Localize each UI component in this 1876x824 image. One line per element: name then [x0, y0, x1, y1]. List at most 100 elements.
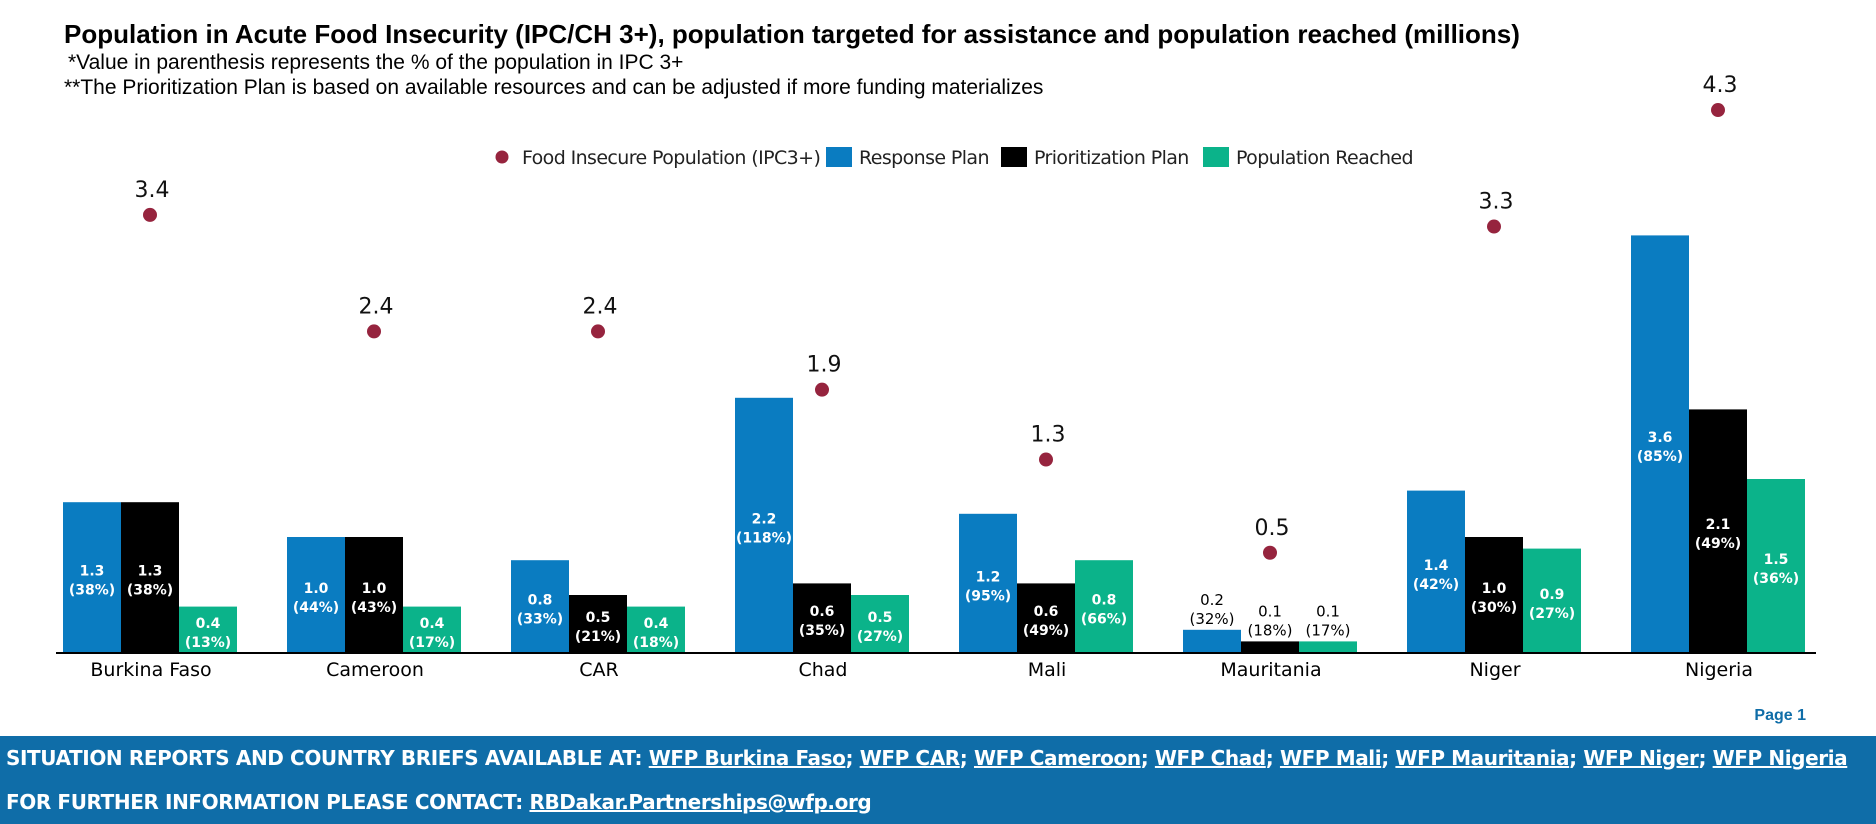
- bar-prioritization-plan: [121, 502, 179, 653]
- bar-response-plan: [287, 537, 345, 653]
- bar-value-label: 0.4: [644, 616, 669, 632]
- bar-value-label: 0.1: [1258, 602, 1282, 620]
- x-tick-label: Chad: [798, 659, 847, 681]
- bar-population-reached: [1075, 560, 1133, 653]
- x-tick-label: Nigeria: [1685, 659, 1753, 681]
- chart-note-prioritization: **The Prioritization Plan is based on av…: [64, 76, 1044, 99]
- bar-percent-label: (49%): [1023, 623, 1069, 639]
- bar-value-label: 1.0: [304, 581, 329, 597]
- bar-percent-label: (85%): [1637, 449, 1683, 465]
- link-separator: ;: [1698, 746, 1707, 770]
- food-insecure-marker: [1039, 452, 1053, 467]
- bar-value-label: 1.3: [138, 564, 163, 580]
- bar-percent-label: (17%): [1305, 621, 1350, 639]
- bar-percent-label: (18%): [1247, 621, 1292, 639]
- bar-population-reached: [851, 595, 909, 653]
- food-insecure-value-label: 3.4: [135, 178, 170, 203]
- bar-value-label: 0.8: [1092, 593, 1117, 609]
- footer-banner: SITUATION REPORTS AND COUNTRY BRIEFS AVA…: [0, 736, 1876, 824]
- link-wfp-mauritania[interactable]: WFP Mauritania: [1395, 746, 1570, 770]
- link-wfp-cameroon[interactable]: WFP Cameroon: [973, 746, 1141, 770]
- link-wfp-niger[interactable]: WFP Niger: [1583, 746, 1699, 770]
- contact-email-link[interactable]: RBDakar.Partnerships@wfp.org: [529, 790, 872, 814]
- x-tick-label: Mali: [1028, 659, 1067, 681]
- footer-contact-label: FOR FURTHER INFORMATION PLEASE CONTACT:: [6, 790, 530, 814]
- link-wfp-car[interactable]: WFP CAR: [859, 746, 961, 770]
- bar-value-label: 1.3: [80, 564, 105, 580]
- legend-swatch-population-reached: [1203, 147, 1229, 167]
- bar-percent-label: (36%): [1753, 571, 1799, 587]
- food-insecure-value-label: 3.3: [1479, 190, 1514, 215]
- bar-value-label: 0.5: [868, 610, 893, 626]
- bar-percent-label: (49%): [1695, 536, 1741, 552]
- bar-value-label: 0.1: [1316, 602, 1340, 620]
- link-wfp-nigeria[interactable]: WFP Nigeria: [1712, 746, 1848, 770]
- link-separator: ;: [1265, 746, 1274, 770]
- bar-percent-label: (27%): [857, 629, 903, 645]
- link-separator: ;: [1569, 746, 1577, 770]
- bar-value-label: 2.1: [1706, 517, 1731, 533]
- food-insecure-value-label: 4.3: [1703, 73, 1738, 98]
- bar-population-reached: [179, 606, 237, 653]
- food-insecure-value-label: 2.4: [583, 294, 618, 319]
- page-number: Page 1: [1754, 707, 1806, 724]
- bar-response-plan: [63, 502, 121, 653]
- bar-response-plan: [1183, 629, 1241, 653]
- bar-value-label: 0.2: [1200, 591, 1224, 609]
- bar-value-label: 0.4: [420, 616, 445, 632]
- link-wfp-burkina-faso[interactable]: WFP Burkina Faso: [648, 746, 846, 770]
- x-tick-label: Mauritania: [1220, 659, 1321, 681]
- food-insecure-marker: [143, 207, 157, 222]
- bar-value-label: 0.9: [1540, 587, 1565, 603]
- x-tick-label: CAR: [579, 659, 618, 681]
- link-separator: ;: [959, 746, 968, 770]
- legend-swatch-prioritization-plan: [1001, 147, 1027, 167]
- food-insecure-value-label: 0.5: [1255, 516, 1290, 541]
- bar-response-plan: [1407, 490, 1465, 653]
- bar-percent-label: (43%): [351, 600, 397, 616]
- chart-note-percentage: *Value in parenthesis represents the % o…: [68, 51, 684, 74]
- link-separator: ;: [1140, 746, 1149, 770]
- bar-response-plan: [1631, 235, 1689, 653]
- bar-response-plan: [511, 560, 569, 653]
- bar-prioritization-plan: [1241, 641, 1299, 653]
- legend-label-response-plan: Response Plan: [859, 147, 989, 169]
- footer-contact-line: FOR FURTHER INFORMATION PLEASE CONTACT: …: [6, 780, 1876, 824]
- bar-value-label: 1.4: [1424, 558, 1449, 574]
- legend-swatch-food-insecure: [495, 150, 509, 164]
- bar-value-label: 0.6: [810, 604, 835, 620]
- bar-prioritization-plan: [345, 537, 403, 653]
- legend-label-food-insecure: Food Insecure Population (IPC3+): [522, 147, 820, 169]
- food-insecure-marker: [815, 382, 829, 397]
- bar-percent-label: (18%): [633, 635, 679, 651]
- bar-prioritization-plan: [569, 595, 627, 653]
- bar-prioritization-plan: [1689, 409, 1747, 653]
- bar-percent-label: (30%): [1471, 600, 1517, 616]
- footer-reports-line: SITUATION REPORTS AND COUNTRY BRIEFS AVA…: [6, 736, 1876, 780]
- bar-prioritization-plan: [793, 583, 851, 653]
- food-insecure-marker: [591, 324, 605, 339]
- food-insecure-marker: [1487, 219, 1501, 234]
- bar-percent-label: (21%): [575, 629, 621, 645]
- link-wfp-mali[interactable]: WFP Mali: [1279, 746, 1382, 770]
- link-wfp-chad[interactable]: WFP Chad: [1154, 746, 1266, 770]
- bar-value-label: 1.0: [362, 581, 387, 597]
- bar-percent-label: (95%): [965, 588, 1011, 604]
- bar-percent-label: (38%): [127, 583, 173, 599]
- food-insecure-value-label: 2.4: [359, 294, 394, 319]
- food-insecure-value-label: 1.9: [807, 353, 842, 378]
- chart-title: Population in Acute Food Insecurity (IPC…: [64, 19, 1520, 49]
- x-tick-label: Cameroon: [326, 659, 424, 681]
- bar-population-reached: [627, 606, 685, 653]
- legend-label-prioritization-plan: Prioritization Plan: [1034, 147, 1189, 169]
- bar-value-label: 0.5: [586, 610, 611, 626]
- bar-percent-label: (44%): [293, 600, 339, 616]
- bar-value-label: 1.0: [1482, 581, 1507, 597]
- legend-swatch-response-plan: [826, 147, 852, 167]
- bar-value-label: 0.4: [196, 616, 221, 632]
- bar-population-reached: [1523, 548, 1581, 653]
- bar-population-reached: [1299, 641, 1357, 653]
- x-tick-label: Niger: [1469, 659, 1520, 681]
- bar-percent-label: (32%): [1189, 610, 1234, 628]
- food-insecure-marker: [1711, 103, 1725, 118]
